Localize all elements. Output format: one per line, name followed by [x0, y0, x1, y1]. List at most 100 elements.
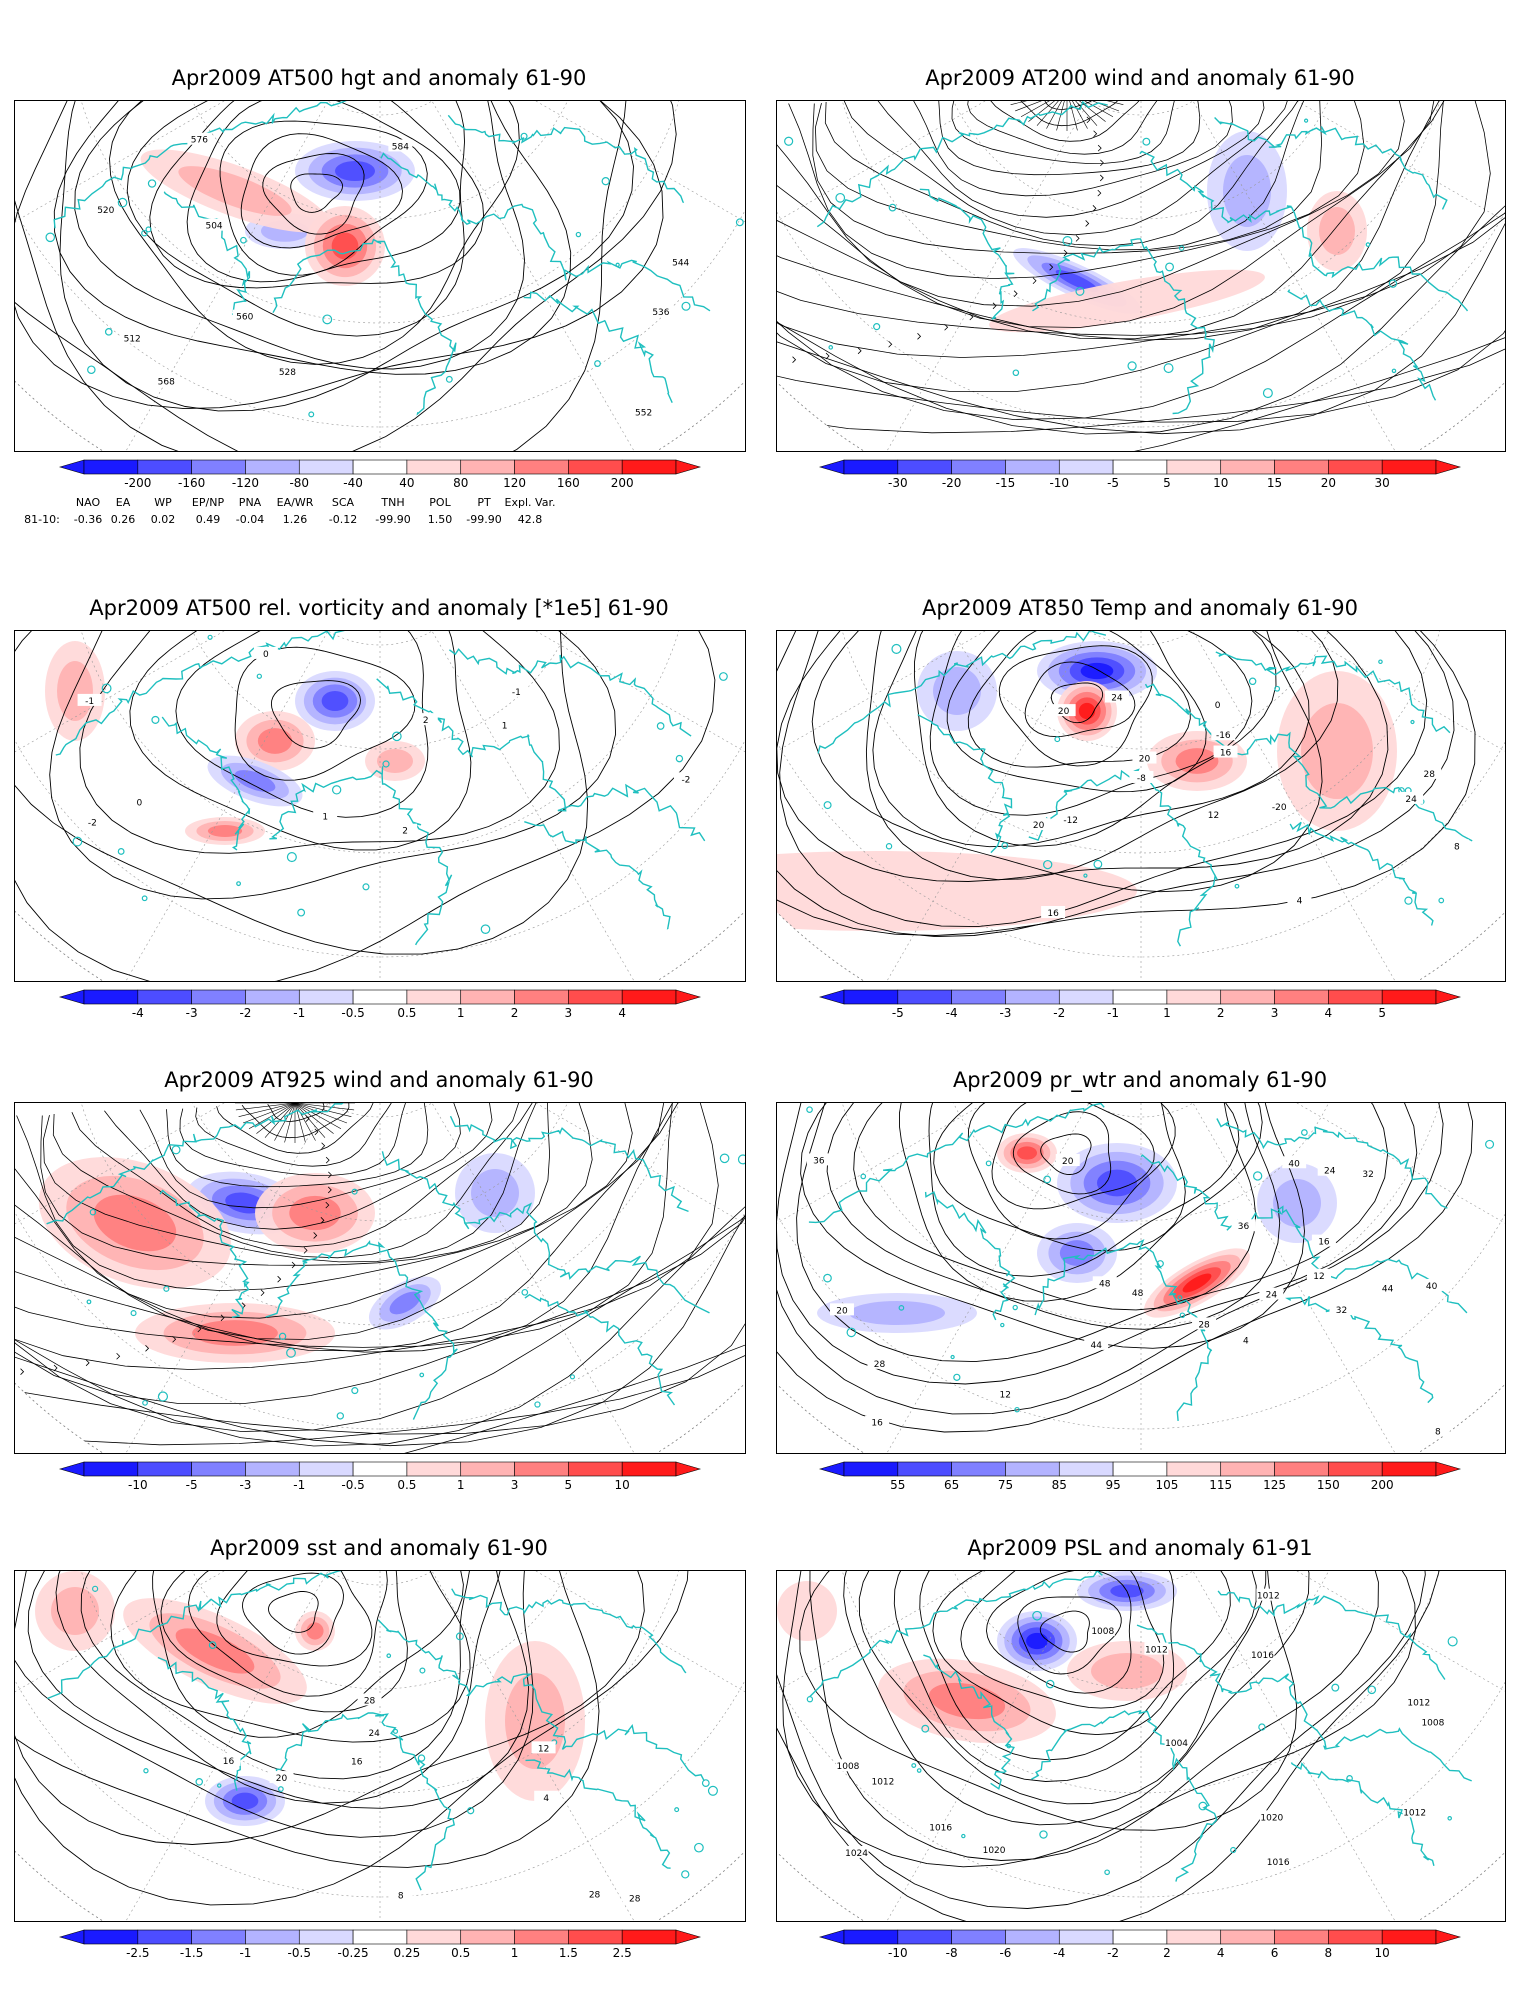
colorbar-segment — [460, 459, 515, 475]
contour-label: 536 — [652, 308, 669, 318]
colorbar-segment — [568, 1929, 623, 1945]
meridian-line — [431, 101, 635, 451]
streamline — [777, 101, 1405, 307]
contour-label-bg — [344, 1754, 369, 1767]
island — [351, 1188, 358, 1195]
colorbar-tick-label: 20 — [1320, 476, 1336, 490]
contour-label: 1012 — [871, 1778, 894, 1788]
colorbar-arrow-left — [818, 1929, 845, 1945]
contour-label-bg — [668, 255, 693, 268]
contour-label-bg — [1406, 1695, 1431, 1708]
colorbar-tick-label: 85 — [1051, 1478, 1067, 1492]
island — [823, 801, 832, 810]
panel-title: Apr2009 AT500 hgt and anomaly 61-90 — [171, 66, 587, 90]
streamline-arrow — [792, 356, 797, 363]
island — [885, 843, 893, 850]
contour-label: 552 — [635, 408, 652, 418]
island — [445, 375, 453, 383]
contour-line — [188, 1571, 388, 1697]
colorbar-tick-label: -0.25 — [337, 1946, 369, 1960]
streamline — [1066, 101, 1088, 129]
colorbar-tick-label: 200 — [610, 476, 634, 490]
colorbar-tick-label: 3 — [510, 1478, 519, 1492]
colorbar-segment — [621, 989, 677, 1005]
colorbar-tick-label: -2 — [239, 1006, 252, 1020]
meridian-line — [535, 1103, 745, 1225]
contour-label-bg — [1132, 751, 1157, 764]
island — [1043, 859, 1053, 870]
island — [898, 1305, 905, 1311]
coastline — [1287, 289, 1437, 401]
colorbar-tick-label: -5 — [1107, 476, 1120, 490]
anomaly-shading — [989, 131, 1367, 333]
teleconnection-value: 1.50 — [427, 513, 453, 526]
contour-label-bg — [1104, 690, 1129, 703]
graticule — [777, 1571, 1505, 1921]
anomaly-shading — [35, 1571, 585, 1826]
streamline-arrow — [303, 1247, 308, 1254]
latitude-circle — [953, 1571, 1329, 1690]
coastline — [447, 114, 685, 204]
contour-label: 20 — [276, 1774, 288, 1784]
colorbar-segment — [1274, 1929, 1329, 1945]
colorbar-arrow-left — [58, 1461, 85, 1477]
island — [386, 1653, 392, 1659]
colorbar-tick-label: 115 — [1209, 1478, 1233, 1492]
island — [1179, 1312, 1186, 1319]
contour-label: 28 — [364, 1696, 376, 1706]
island — [104, 328, 113, 336]
coastline — [377, 1619, 705, 1782]
contour-line — [53, 101, 572, 375]
colorbar-tick-label: -160 — [178, 476, 206, 490]
contour-label-bg — [982, 1843, 1007, 1856]
contour-label-bg — [216, 1753, 241, 1766]
contour-label: 32 — [1336, 1306, 1347, 1316]
streamline-arrow — [145, 1345, 150, 1352]
colorbar-segment — [1112, 989, 1168, 1005]
map-canvas: 504 512 520 528 536 544 552 560 568 576 584 — [15, 101, 745, 451]
colorbar-segment — [406, 1929, 462, 1945]
streamline — [242, 1103, 296, 1124]
colorbar-segment — [352, 1929, 408, 1945]
colorbar-segment — [1220, 989, 1275, 1005]
island — [147, 179, 157, 188]
contour-line — [932, 1571, 1175, 1736]
colorbar-segment — [137, 989, 192, 1005]
island — [240, 236, 247, 244]
streamline — [294, 1103, 352, 1117]
coastline — [46, 1103, 344, 1225]
contour-line — [986, 1571, 1132, 1694]
streamline-arrow — [1075, 235, 1080, 242]
coastline — [1215, 651, 1451, 734]
contour-label: -1 — [512, 688, 521, 698]
colorbar-arrow-left — [818, 459, 845, 475]
contour-label: -2 — [681, 775, 690, 785]
contour-line — [811, 631, 1323, 893]
colorbar-segment — [352, 989, 408, 1005]
contour-line — [933, 1103, 1186, 1252]
coastline — [376, 678, 706, 842]
contour-line — [1050, 682, 1104, 724]
island — [455, 1632, 464, 1641]
contour-label: 48 — [1132, 1289, 1144, 1299]
contour-label-bg — [504, 684, 529, 697]
island — [719, 1153, 730, 1164]
colorbar-tick-label: 0.5 — [397, 1006, 417, 1020]
colorbar-segment — [83, 1929, 139, 1945]
contour-label-bg — [1041, 906, 1066, 919]
island — [1388, 279, 1398, 288]
contour-line — [15, 631, 589, 955]
meridian-line — [1296, 101, 1505, 222]
anomaly-region — [93, 1194, 177, 1252]
island — [891, 643, 902, 654]
island — [575, 231, 582, 238]
island — [278, 1332, 287, 1340]
colorbar-segment — [460, 1461, 515, 1477]
colorbar-tick-label: -2 — [1107, 1946, 1120, 1960]
anomaly-shading — [38, 1153, 535, 1363]
island — [1012, 369, 1020, 377]
meridian-line — [1192, 1571, 1396, 1921]
colorbar-tick-label: 10 — [1213, 476, 1229, 490]
island — [141, 895, 148, 902]
streamline-arrow — [1049, 263, 1054, 271]
